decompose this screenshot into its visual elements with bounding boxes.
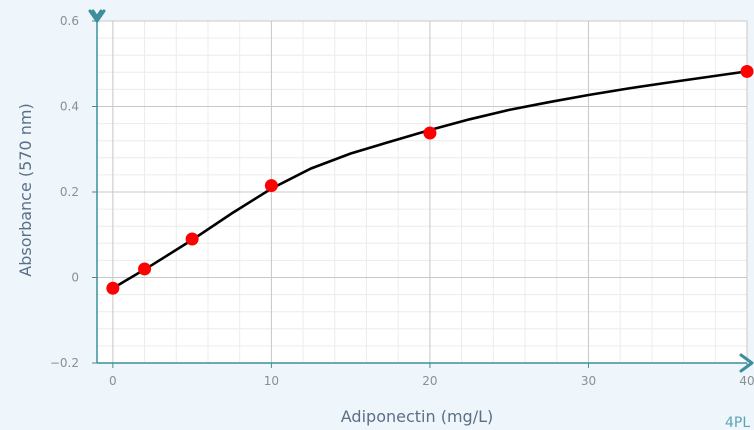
x-tick-label: 0 (109, 374, 117, 388)
data-point (138, 262, 152, 276)
x-tick-label: 40 (739, 374, 754, 388)
x-axis-range-handle-icon[interactable] (739, 353, 754, 373)
y-tick-label: 0 (71, 271, 79, 285)
y-tick-label: 0.4 (60, 100, 79, 114)
axes (92, 20, 748, 368)
data-point (423, 126, 437, 140)
x-axis-title: Adiponectin (mg/L) (341, 407, 493, 426)
x-tick-labels: 0 10 20 30 40 (109, 374, 754, 388)
data-point (740, 64, 754, 78)
y-axis-title: Absorbance (570 nm) (16, 103, 35, 276)
y-tick-label: 0.2 (60, 185, 79, 199)
y-tick-label: 0.6 (60, 14, 79, 28)
y-tick-labels: −0.2 0 0.2 0.4 0.6 (50, 14, 79, 370)
x-tick-label: 30 (581, 374, 596, 388)
data-point (264, 179, 278, 193)
data-point (185, 232, 199, 246)
x-tick-label: 10 (264, 374, 279, 388)
x-tick-label: 20 (422, 374, 437, 388)
data-point (106, 281, 120, 295)
y-axis-range-handle-icon[interactable] (88, 9, 106, 23)
data-points (106, 64, 754, 295)
y-tick-label: −0.2 (50, 356, 79, 370)
model-type-label: 4PL (725, 415, 750, 430)
